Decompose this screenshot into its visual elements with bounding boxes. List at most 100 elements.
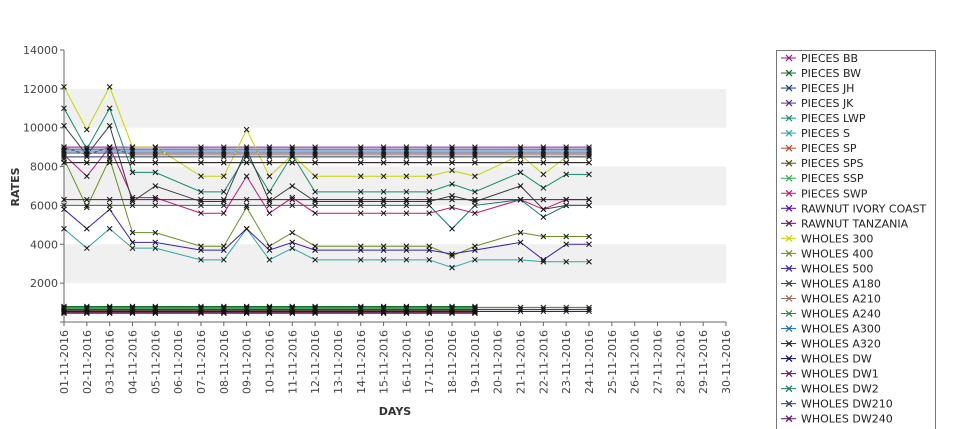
legend-marker-icon (785, 385, 793, 393)
data-point-marker (380, 154, 387, 160)
data-point-marker (586, 306, 592, 313)
data-point-marker (403, 148, 410, 154)
y-tick-label: 8000 (30, 161, 58, 174)
data-point-marker (540, 214, 547, 220)
data-point-marker (472, 154, 478, 160)
legend: PIECES BB PIECES BW PIECES JH PIECES JK PIEC… (776, 50, 936, 429)
data-point-marker (312, 247, 318, 253)
legend-box (776, 50, 936, 429)
x-tick-label: 10-11-2016 (263, 330, 276, 394)
y-axis-title: RATES (9, 167, 22, 206)
legend-marker-icon (785, 84, 793, 92)
legend-entry-label: PIECES JH (801, 82, 854, 95)
data-point-marker (563, 202, 570, 209)
data-point-marker (586, 233, 592, 240)
data-point-marker (198, 154, 204, 160)
data-point-marker (586, 171, 592, 178)
data-point-marker (517, 159, 524, 166)
legend-marker-icon (785, 295, 793, 302)
data-point-marker (357, 210, 364, 217)
legend-marker-icon (785, 189, 793, 197)
data-point-marker (152, 245, 159, 252)
data-point-marker (198, 202, 204, 209)
legend-marker-icon (785, 159, 793, 167)
data-point-marker (106, 196, 113, 203)
x-tick-label: 21-11-2016 (515, 330, 528, 394)
series-group (61, 196, 592, 232)
data-point-marker (472, 148, 478, 154)
data-point-marker (289, 239, 296, 246)
data-point-marker (83, 148, 90, 154)
grid-band (64, 166, 726, 206)
data-point-marker (106, 225, 113, 232)
data-point-marker (289, 196, 296, 203)
legend-entry-label: PIECES LWP (801, 112, 866, 125)
data-point-marker (129, 196, 136, 203)
data-point-marker (243, 173, 250, 180)
x-tick-label: 04-11-2016 (126, 330, 139, 394)
data-point-marker (106, 84, 113, 90)
x-tick-label: 20-11-2016 (492, 330, 505, 394)
data-point-marker (517, 196, 524, 203)
data-point-marker (540, 148, 547, 154)
data-point-marker (449, 264, 455, 271)
data-point-marker (289, 245, 296, 252)
data-point-marker (61, 148, 67, 154)
data-point-marker (540, 185, 547, 191)
data-point-marker (312, 196, 318, 203)
x-tick-label: 02-11-2016 (81, 330, 94, 394)
data-point-marker (472, 159, 478, 166)
y-tick-label: 4000 (30, 238, 58, 251)
y-tick-label: 10000 (23, 122, 58, 135)
data-point-marker (106, 159, 113, 166)
data-point-marker (129, 169, 136, 176)
series-group (61, 306, 592, 313)
data-point-marker (472, 210, 478, 217)
x-tick-label: 16-11-2016 (400, 330, 413, 394)
data-point-marker (449, 159, 455, 166)
data-point-marker (472, 256, 478, 263)
data-point-marker (106, 154, 113, 160)
data-point-marker (83, 159, 90, 166)
data-point-marker (357, 148, 364, 154)
data-point-marker (106, 306, 113, 313)
data-point-marker (403, 154, 410, 160)
legend-entry-label: WHOLES DW2 (801, 383, 879, 396)
data-point-marker (129, 229, 136, 236)
data-point-marker (312, 173, 318, 180)
x-tick-label: 22-11-2016 (537, 330, 550, 394)
data-point-marker (426, 173, 433, 180)
data-point-marker (540, 159, 547, 166)
data-point-marker (563, 154, 570, 160)
data-point-marker (563, 171, 570, 178)
data-point-marker (243, 196, 250, 203)
data-point-marker (198, 256, 204, 263)
data-point-marker (449, 253, 455, 259)
data-point-marker (540, 233, 547, 240)
data-point-marker (289, 154, 296, 160)
data-point-marker (540, 306, 547, 313)
data-point-marker (289, 183, 296, 189)
data-point-marker (517, 306, 524, 313)
data-point-marker (152, 148, 159, 154)
data-point-marker (563, 306, 570, 313)
x-tick-label: 26-11-2016 (629, 330, 642, 394)
y-tick-label: 12000 (23, 83, 58, 96)
data-point-marker (472, 202, 478, 209)
data-point-marker (106, 105, 113, 112)
data-point-marker (472, 173, 478, 180)
legend-entry-label: PIECES JK (801, 97, 854, 110)
data-point-marker (380, 247, 387, 253)
data-point-marker (152, 229, 159, 236)
series-group (61, 159, 592, 166)
tick-labels: 2000 4000 6000 8000 10000 12000 14000 01-11-201… (23, 44, 733, 394)
data-point-marker (266, 202, 273, 209)
data-point-marker (586, 148, 592, 154)
data-point-marker (586, 202, 592, 209)
x-tick-label: 25-11-2016 (606, 330, 619, 394)
data-point-marker (403, 256, 410, 263)
data-point-marker (83, 202, 90, 209)
data-point-marker (129, 239, 136, 246)
y-tick-label: 6000 (30, 199, 58, 212)
data-point-marker (449, 196, 455, 203)
